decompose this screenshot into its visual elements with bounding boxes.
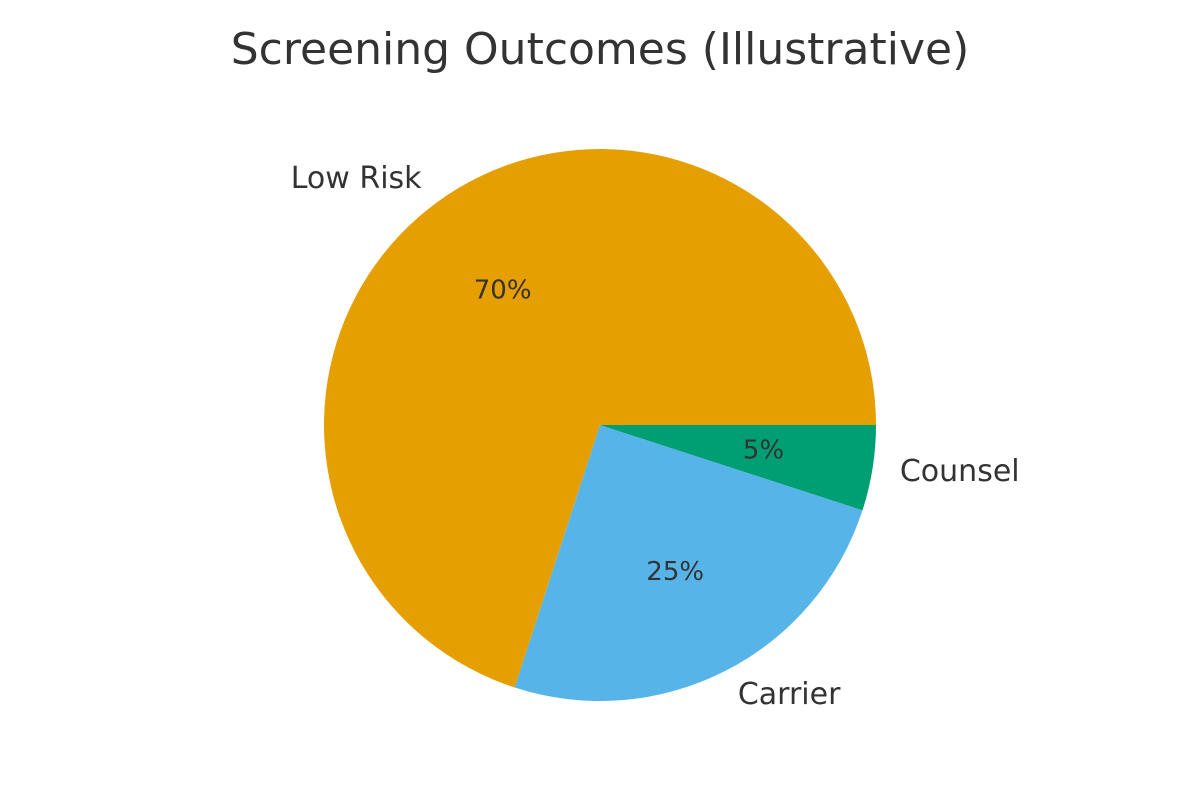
slice-label: Low Risk xyxy=(291,161,422,196)
slice-label: Carrier xyxy=(738,677,841,712)
slice-percent-label: 5% xyxy=(743,435,784,465)
pie-slice-carrier xyxy=(514,425,863,701)
chart-title: Screening Outcomes (Illustrative) xyxy=(231,24,969,75)
pie-slice-counsel xyxy=(600,425,876,511)
slice-percent-label: 70% xyxy=(474,276,532,306)
slice-percent-label: 25% xyxy=(646,557,704,587)
pie-slice-low-risk xyxy=(323,148,877,688)
slice-label: Counsel xyxy=(900,454,1020,489)
